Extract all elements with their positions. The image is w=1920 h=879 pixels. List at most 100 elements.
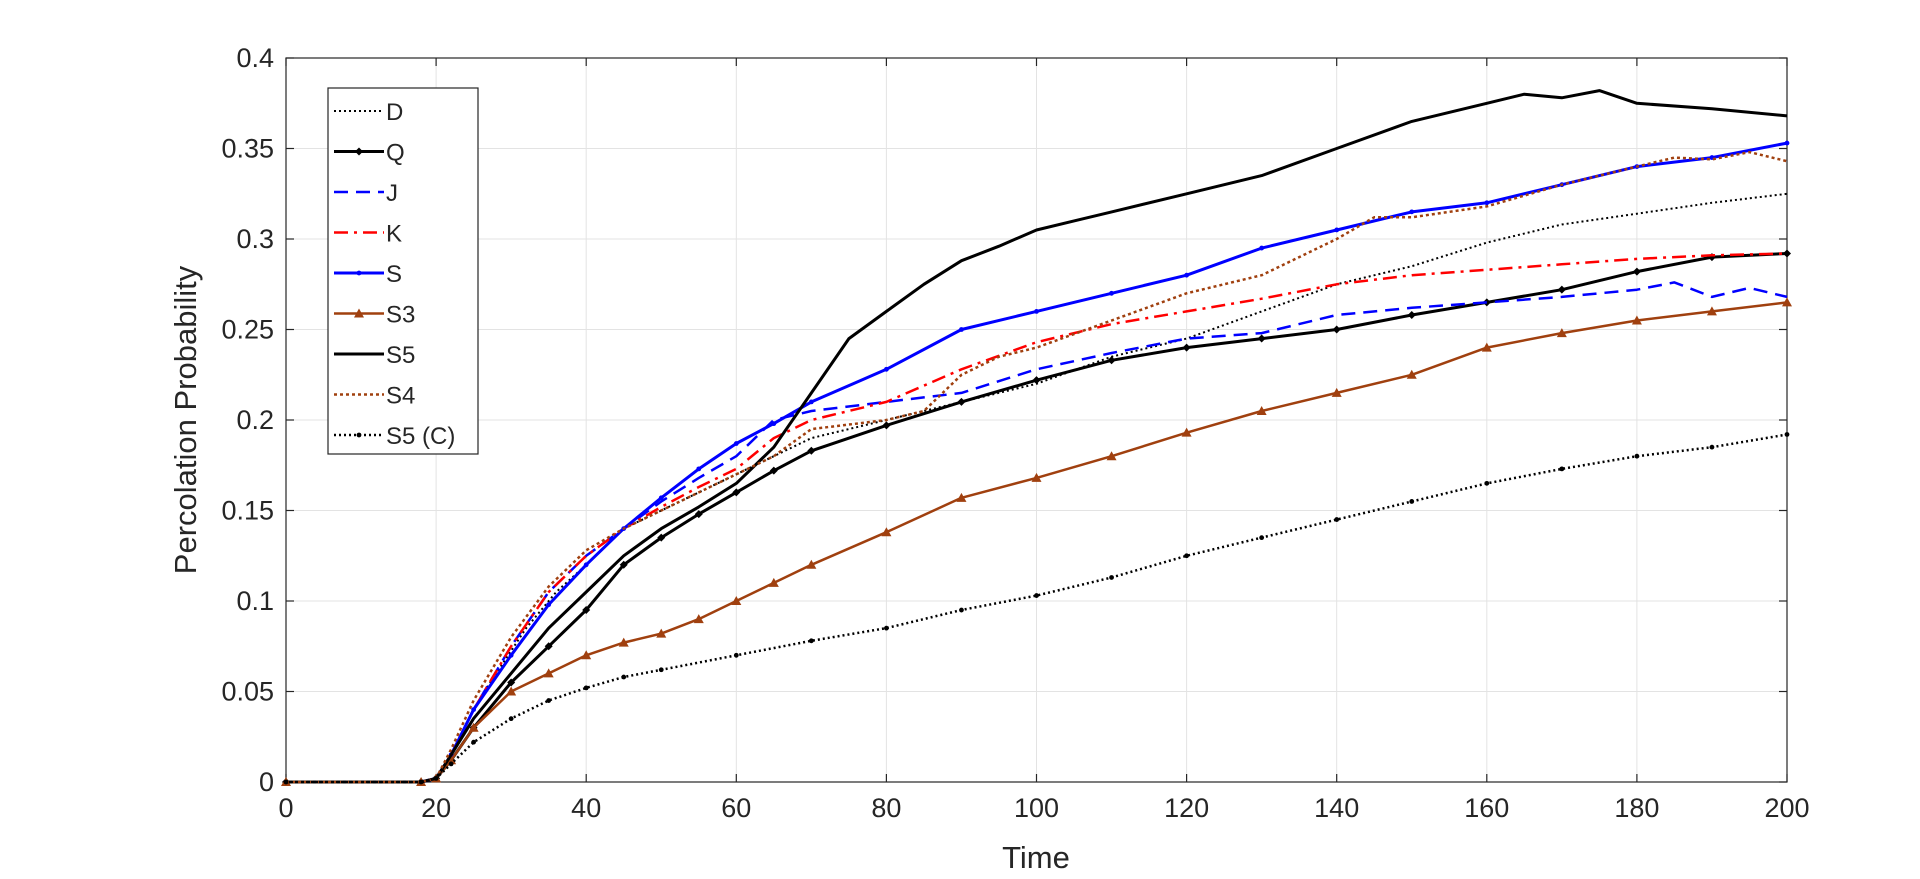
- legend-marker-q: [355, 147, 363, 156]
- x-tick-label: 0: [278, 793, 293, 823]
- y-axis-title: Percolation Probability: [168, 265, 203, 574]
- data-point-s5-c: [433, 775, 439, 781]
- data-point-s: [808, 399, 814, 405]
- data-point-s: [1484, 200, 1490, 206]
- data-point-s5-c: [808, 638, 814, 644]
- legend-box: [327, 87, 479, 455]
- data-point-s5-c: [471, 739, 477, 745]
- data-point-q: [582, 606, 591, 615]
- data-point-s3: [1106, 451, 1117, 461]
- x-tick-label: 200: [1764, 793, 1809, 823]
- data-point-s5-c: [1784, 432, 1790, 437]
- y-tick-label: 0.35: [221, 134, 274, 164]
- data-point-q: [544, 642, 553, 651]
- data-point-q: [694, 510, 703, 519]
- x-tick-label: 20: [421, 793, 451, 823]
- series-layer: [281, 89, 1792, 786]
- data-point-s: [508, 652, 514, 658]
- series-s3: [281, 297, 1792, 786]
- data-point-s: [1034, 309, 1039, 314]
- data-point-s5-c: [884, 625, 889, 631]
- data-point-s5-c: [1709, 444, 1715, 450]
- data-point-q: [1257, 334, 1266, 343]
- y-tick-label: 0.25: [221, 315, 274, 345]
- axis-ticks: 0 20 40 60 80 100 120 140 160 180 200 0 0.05 0.1 0.15 0…: [221, 43, 1809, 823]
- data-point-s5-c: [1484, 480, 1490, 486]
- data-point-s: [959, 327, 964, 332]
- legend-label-k: K: [386, 221, 402, 248]
- data-point-s: [546, 602, 552, 608]
- data-point-s: [1259, 245, 1265, 251]
- data-point-s5-c: [959, 607, 964, 613]
- data-point-q: [1182, 343, 1191, 352]
- legend-label-j: J: [386, 180, 398, 207]
- data-point-s5-c: [1334, 517, 1340, 522]
- series-s4: [286, 150, 1788, 784]
- data-point-q: [957, 397, 966, 406]
- data-point-q: [1332, 325, 1341, 334]
- data-point-q: [507, 678, 516, 687]
- legend-marker-s3: [354, 308, 364, 318]
- data-point-s5-c: [583, 685, 589, 691]
- y-tick-label: 0.15: [221, 496, 274, 526]
- data-point-s3: [1256, 405, 1267, 415]
- data-point-s5-c: [658, 667, 664, 673]
- data-point-s3: [618, 637, 629, 647]
- data-point-s: [884, 366, 889, 372]
- data-point-s3: [543, 668, 554, 678]
- x-tick-label: 40: [571, 793, 601, 823]
- data-point-s5-c: [1259, 535, 1265, 541]
- data-point-s3: [1481, 342, 1492, 352]
- data-point-q: [807, 446, 816, 455]
- data-point-s3: [506, 686, 517, 696]
- legend-label-s5-c: S5 (C): [386, 423, 455, 450]
- data-point-s3: [881, 527, 892, 537]
- legend-label-d: D: [386, 99, 403, 126]
- data-point-q: [657, 533, 666, 542]
- data-point-s: [1784, 140, 1790, 146]
- data-point-q: [1632, 267, 1641, 276]
- x-tick-label: 120: [1164, 793, 1209, 823]
- x-tick-label: 160: [1464, 793, 1509, 823]
- data-point-q: [769, 466, 778, 475]
- data-point-s5-c: [733, 652, 739, 658]
- data-point-q: [1407, 311, 1416, 320]
- legend-label-s3: S3: [386, 302, 415, 329]
- data-point-q: [732, 488, 741, 497]
- series-k: [286, 252, 1788, 784]
- data-point-s5-c: [283, 779, 289, 785]
- data-point-s5-c: [1034, 593, 1039, 598]
- data-point-s: [1334, 227, 1340, 233]
- data-point-s: [471, 707, 477, 712]
- legend-marker-s5-c: [356, 432, 362, 438]
- y-tick-label: 0.05: [221, 677, 274, 707]
- data-point-s5-c: [1634, 453, 1640, 459]
- data-point-q: [1107, 356, 1116, 365]
- data-point-s5-c: [1184, 553, 1189, 559]
- data-point-s3: [1556, 328, 1567, 338]
- data-point-s3: [956, 492, 967, 502]
- data-point-s: [733, 441, 739, 446]
- data-point-s: [696, 466, 702, 472]
- x-axis-title: Time: [1002, 840, 1070, 875]
- data-point-s5-c: [448, 761, 454, 767]
- grid-lines: [286, 58, 1787, 782]
- data-point-s5-c: [1409, 499, 1415, 504]
- y-tick-label: 0.4: [236, 43, 274, 73]
- data-point-s5-c: [508, 716, 514, 722]
- data-point-s5-c: [546, 698, 552, 703]
- data-point-s3: [581, 650, 592, 660]
- data-point-s: [1109, 290, 1114, 296]
- data-point-s3: [1181, 427, 1192, 437]
- series-line-s4: [286, 150, 1788, 784]
- data-point-s: [658, 495, 664, 501]
- data-point-s3: [1406, 369, 1417, 379]
- legend-label-s4: S4: [386, 383, 415, 410]
- series-s5: [286, 89, 1788, 784]
- data-point-s5-c: [621, 674, 627, 680]
- legend-label-q: Q: [386, 140, 405, 167]
- x-tick-label: 60: [721, 793, 751, 823]
- x-tick-label: 100: [1014, 793, 1059, 823]
